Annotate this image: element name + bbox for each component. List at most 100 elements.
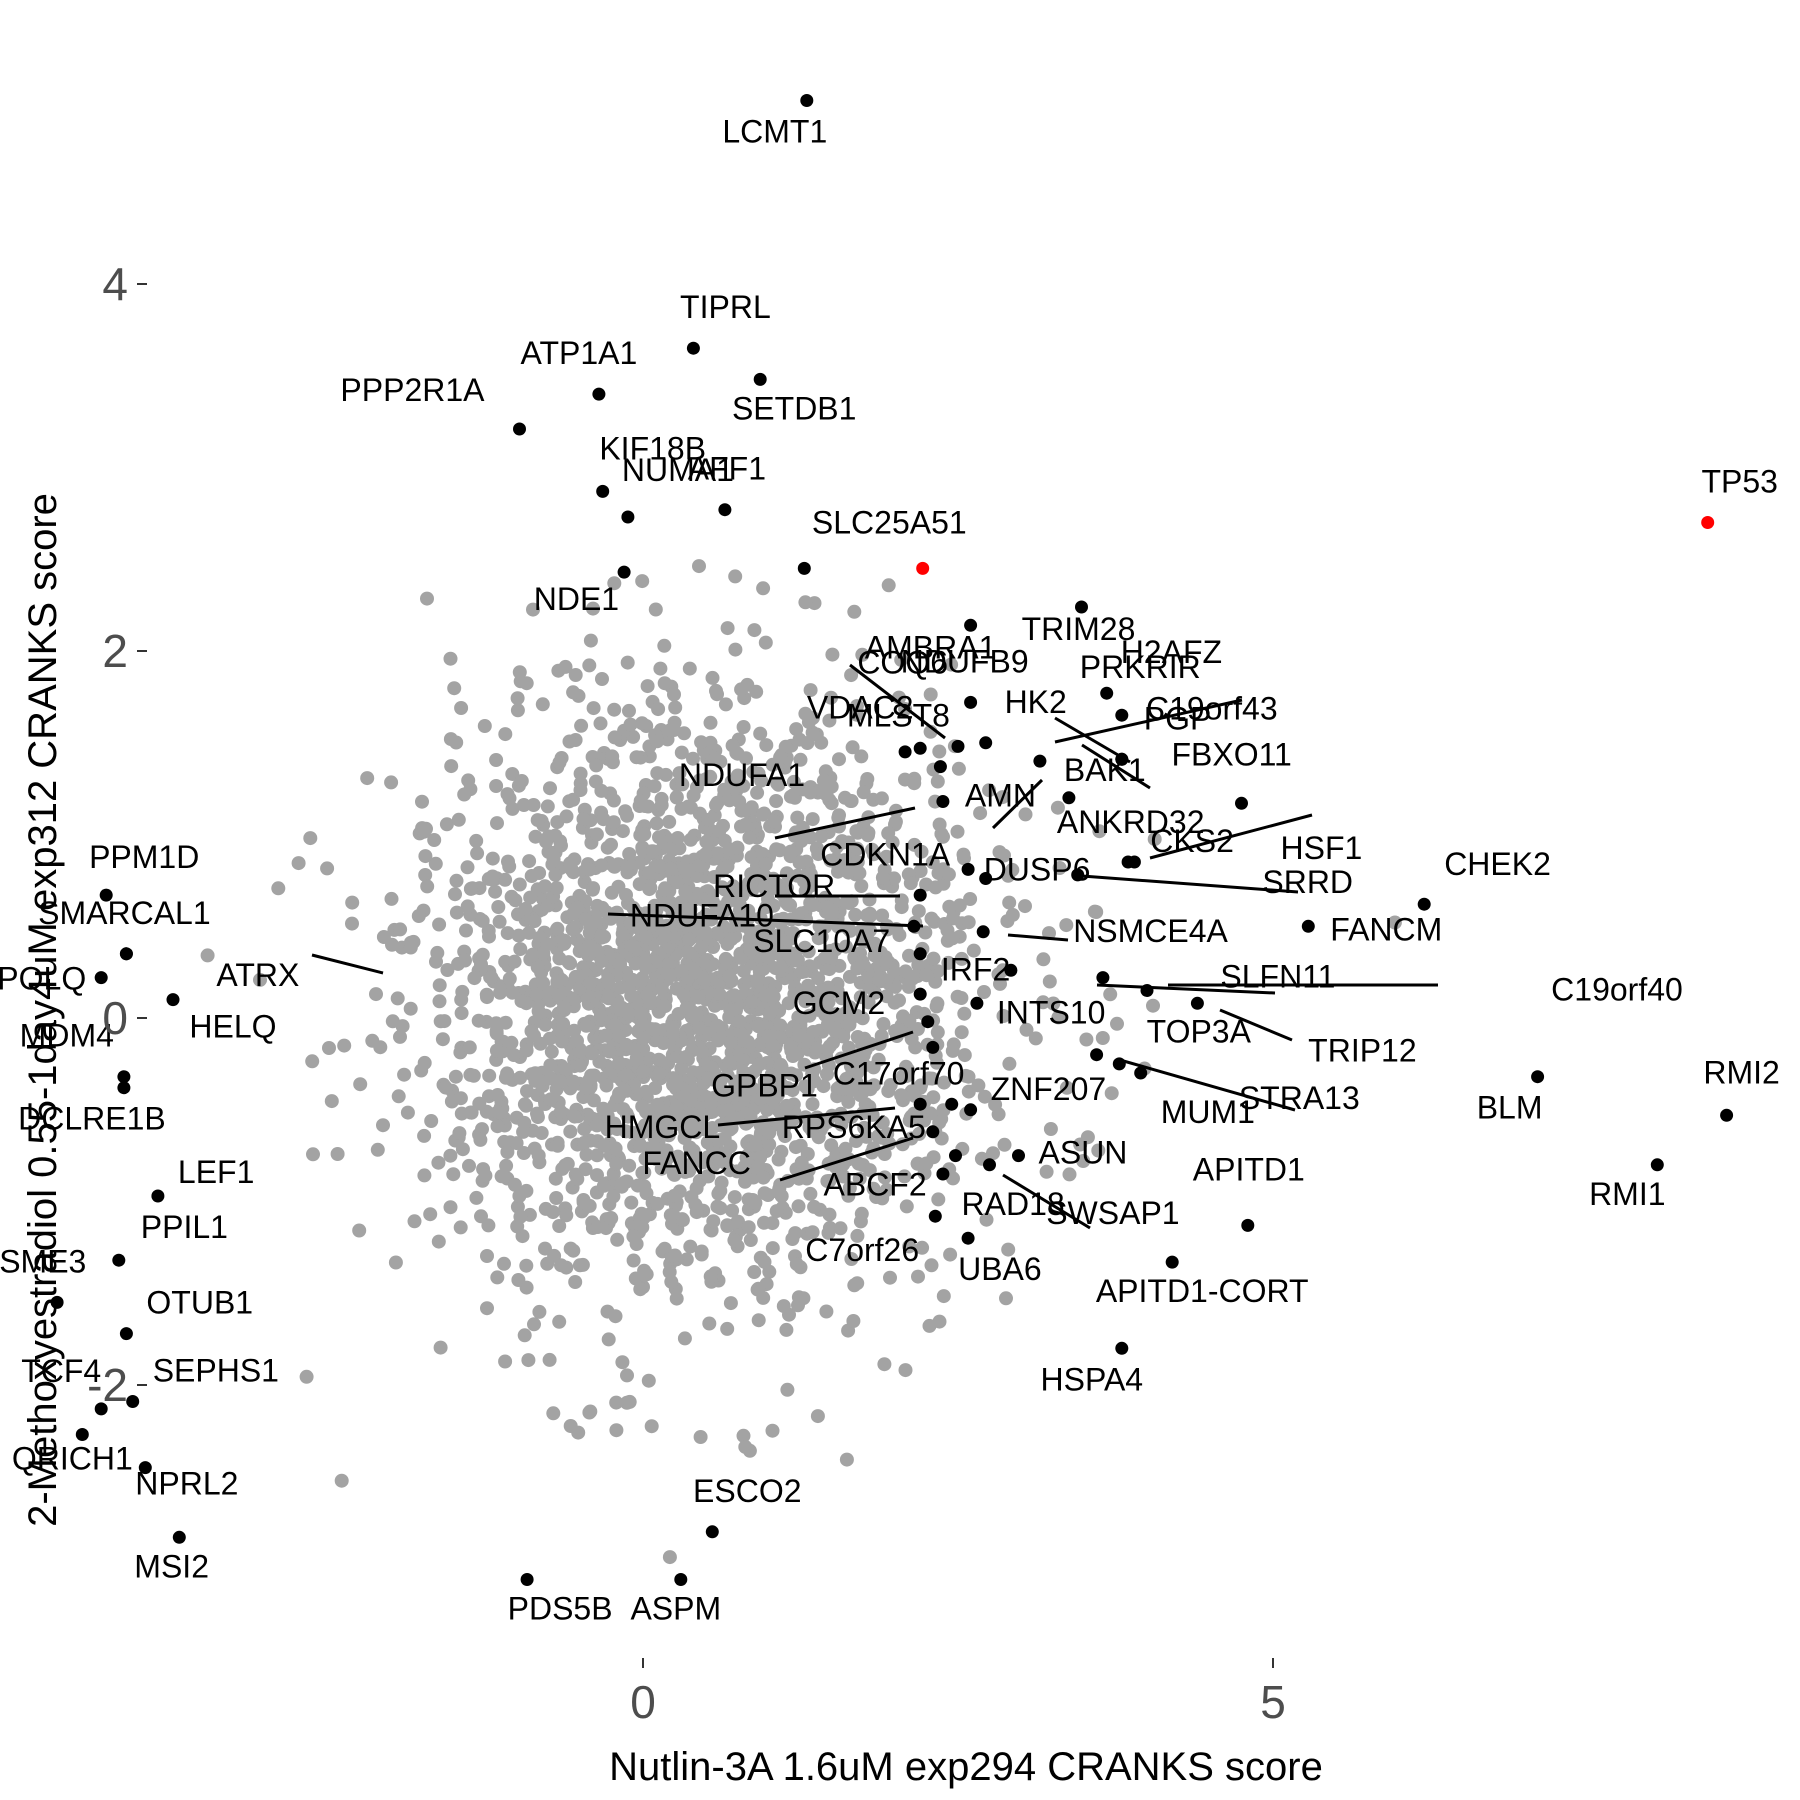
background-point (613, 957, 628, 972)
label-leader-lines (311, 663, 1438, 1230)
background-point (589, 827, 604, 842)
background-point (733, 1052, 748, 1067)
background-point (881, 578, 896, 593)
background-point (701, 1169, 716, 1184)
background-point (758, 635, 773, 650)
highlighted-point (596, 484, 610, 498)
gene-label: CHEK2 (1444, 846, 1551, 882)
background-point (875, 870, 890, 885)
background-point (654, 982, 669, 996)
background-point (512, 877, 527, 892)
background-point (509, 1136, 524, 1151)
background-point (793, 855, 808, 870)
background-point (662, 1265, 677, 1279)
background-point (765, 757, 780, 772)
background-point (510, 691, 525, 706)
background-point (299, 1369, 314, 1384)
background-point (857, 1120, 872, 1135)
background-point (1005, 862, 1020, 877)
background-point (694, 1247, 709, 1262)
background-point (766, 871, 781, 886)
gene-label: GPBP1 (711, 1068, 818, 1104)
background-point (566, 792, 581, 807)
background-point (881, 826, 896, 841)
background-point (395, 1019, 410, 1034)
background-point (926, 951, 941, 966)
background-point (418, 868, 433, 882)
highlighted-point (951, 739, 965, 753)
background-point (700, 1150, 715, 1165)
background-point (596, 812, 611, 827)
background-point (838, 790, 852, 805)
background-point (720, 859, 735, 874)
background-point (652, 1066, 667, 1081)
background-point (957, 851, 971, 866)
background-point (657, 638, 672, 653)
highlighted-point (166, 993, 180, 1007)
background-point (571, 1425, 586, 1440)
background-point (753, 726, 768, 741)
background-point (717, 1155, 732, 1170)
background-point (849, 824, 864, 839)
background-point (756, 1115, 771, 1130)
highlighted-point (1075, 600, 1088, 614)
background-point (609, 1395, 624, 1410)
background-point (945, 1043, 960, 1058)
background-point (644, 1419, 659, 1434)
background-point (634, 1206, 649, 1221)
background-point (564, 862, 579, 877)
highlighted-point (592, 387, 606, 401)
background-point (675, 1212, 690, 1227)
background-point (850, 961, 865, 976)
background-point (570, 1172, 585, 1186)
background-point (703, 1269, 718, 1284)
background-point (877, 1147, 892, 1161)
background-point (748, 1196, 763, 1210)
gene-label: C19orf43 (1146, 690, 1278, 726)
background-point (822, 962, 837, 977)
highlighted-point (138, 1461, 152, 1475)
background-point (522, 854, 537, 869)
highlighted-point (898, 745, 912, 759)
highlighted-point (926, 1040, 940, 1054)
background-point (914, 844, 929, 859)
background-point (852, 866, 867, 881)
background-point (500, 926, 515, 941)
background-point (506, 1048, 521, 1062)
leader-line (1149, 813, 1313, 860)
background-point (563, 1124, 578, 1139)
background-point (657, 676, 672, 691)
background-point (557, 1000, 571, 1015)
background-point (454, 992, 469, 1007)
background-point (950, 989, 965, 1004)
background-point (850, 841, 865, 856)
background-point (573, 1058, 588, 1073)
background-point (609, 1423, 624, 1438)
background-point (710, 1018, 725, 1033)
highlighted-point (928, 1209, 942, 1223)
background-point (512, 1189, 527, 1203)
background-point (823, 950, 838, 965)
background-point (330, 1147, 345, 1161)
background-points (200, 559, 1402, 1565)
background-point (432, 917, 447, 932)
background-point (525, 948, 540, 963)
background-point (563, 1241, 578, 1256)
background-point (780, 944, 795, 959)
background-point (538, 1241, 552, 1256)
background-point (713, 754, 728, 769)
gene-label: UBA6 (958, 1251, 1042, 1287)
background-point (680, 1159, 695, 1174)
background-point (930, 996, 945, 1011)
background-point (1076, 1154, 1091, 1168)
highlighted-point (797, 561, 811, 575)
background-point (748, 1063, 763, 1078)
background-point (626, 939, 641, 954)
background-point (623, 717, 638, 732)
background-point (550, 921, 565, 936)
background-point (723, 1035, 738, 1050)
background-point (518, 901, 533, 916)
background-point (846, 1314, 861, 1328)
highlighted-point (964, 618, 978, 632)
background-point (787, 987, 802, 1002)
